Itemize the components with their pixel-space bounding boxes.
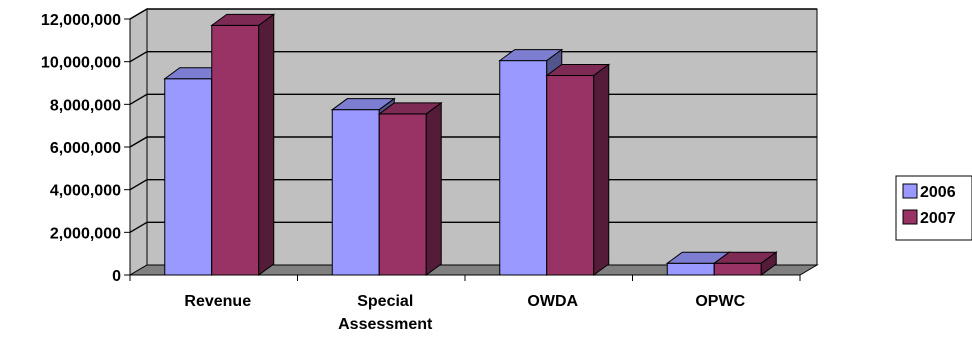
x-category-label: Special (357, 293, 413, 310)
x-category-label: OWDA (527, 293, 578, 310)
bar-special-assessment-2007 (377, 101, 443, 276)
x-category-label: Assessment (338, 316, 433, 333)
bar-front (211, 24, 260, 276)
bar-front (378, 113, 427, 276)
bar-front (331, 109, 380, 276)
y-tick-label: 8,000,000 (50, 97, 121, 114)
legend-swatch-2007 (902, 209, 918, 225)
y-axis: 0 2,000,000 4,000,000 6,000,000 8,000,000 10,… (41, 12, 131, 285)
legend-label-2007: 2007 (920, 210, 956, 227)
bar-front (164, 78, 213, 276)
bar-owda-2007 (545, 63, 611, 276)
y-tick-label: 4,000,000 (50, 183, 121, 200)
legend-label-2006: 2006 (920, 184, 956, 201)
bar-side (760, 251, 777, 276)
bar-opwc-2007 (712, 251, 778, 276)
bar-front (546, 75, 595, 276)
legend: 2006 2007 (895, 175, 972, 241)
bar-side (425, 101, 442, 276)
y-tick-label: 6,000,000 (50, 140, 121, 157)
bar-revenue-2007 (210, 13, 276, 276)
bar-front (499, 60, 548, 276)
bar-side (258, 13, 275, 276)
y-tick-label: 2,000,000 (50, 225, 121, 242)
bar-side (593, 63, 610, 276)
x-category-label: OPWC (695, 293, 745, 310)
x-category-label: Revenue (184, 293, 251, 310)
bar-front (666, 262, 715, 276)
y-tick-label: 0 (112, 268, 121, 285)
y-tick-label: 12,000,000 (41, 12, 121, 29)
legend-swatch-2006 (902, 183, 918, 199)
gridline (129, 50, 817, 63)
gridline (129, 8, 817, 20)
y-tick-label: 10,000,000 (41, 55, 121, 72)
bar-front (713, 262, 762, 276)
x-axis: Revenue Special Assessment OWDA OPWC (129, 274, 801, 333)
